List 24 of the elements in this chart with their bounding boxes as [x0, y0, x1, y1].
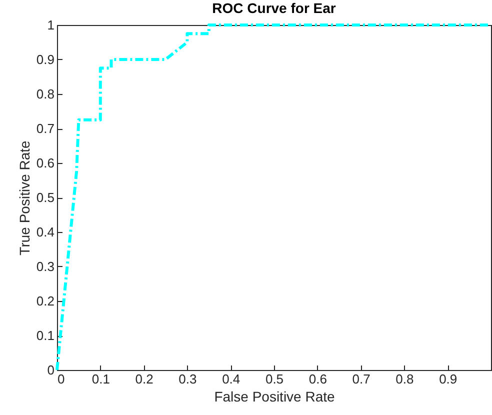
x-tick-label: 0.3	[178, 372, 197, 386]
x-tick-label: 0.6	[308, 372, 327, 386]
y-tick-label: 0.3	[36, 259, 54, 274]
y-tick-label: 0.6	[36, 156, 54, 170]
chart-title: ROC Curve for Ear	[212, 0, 336, 16]
x-tick-label: 0.4	[222, 372, 240, 386]
x-axis-title: False Positive Rate	[214, 388, 336, 404]
line-series	[56, 24, 492, 372]
x-tick-label: 0.5	[265, 372, 284, 386]
x-tick-label: 0.1	[92, 372, 110, 386]
y-axis-title: True Positive Rate	[16, 140, 32, 256]
y-tick-label: 1	[47, 18, 54, 32]
y-tick-label: 0.7	[36, 121, 54, 136]
x-tick-label: 0.8	[396, 372, 414, 386]
y-tick-label: 0.8	[36, 86, 54, 102]
x-tick-label: 0.2	[135, 372, 154, 386]
y-tick-label: 0.5	[36, 190, 54, 205]
y-tick-label: 0.1	[36, 328, 54, 343]
x-tick-label: 0.9	[439, 372, 458, 386]
y-tick-label: 0.4	[36, 224, 54, 240]
y-tick-label: 0.9	[36, 52, 54, 67]
y-tick-label: 0.2	[36, 294, 54, 308]
x-tick-label: 0	[58, 372, 65, 386]
x-tick-label: 0.7	[352, 372, 370, 386]
